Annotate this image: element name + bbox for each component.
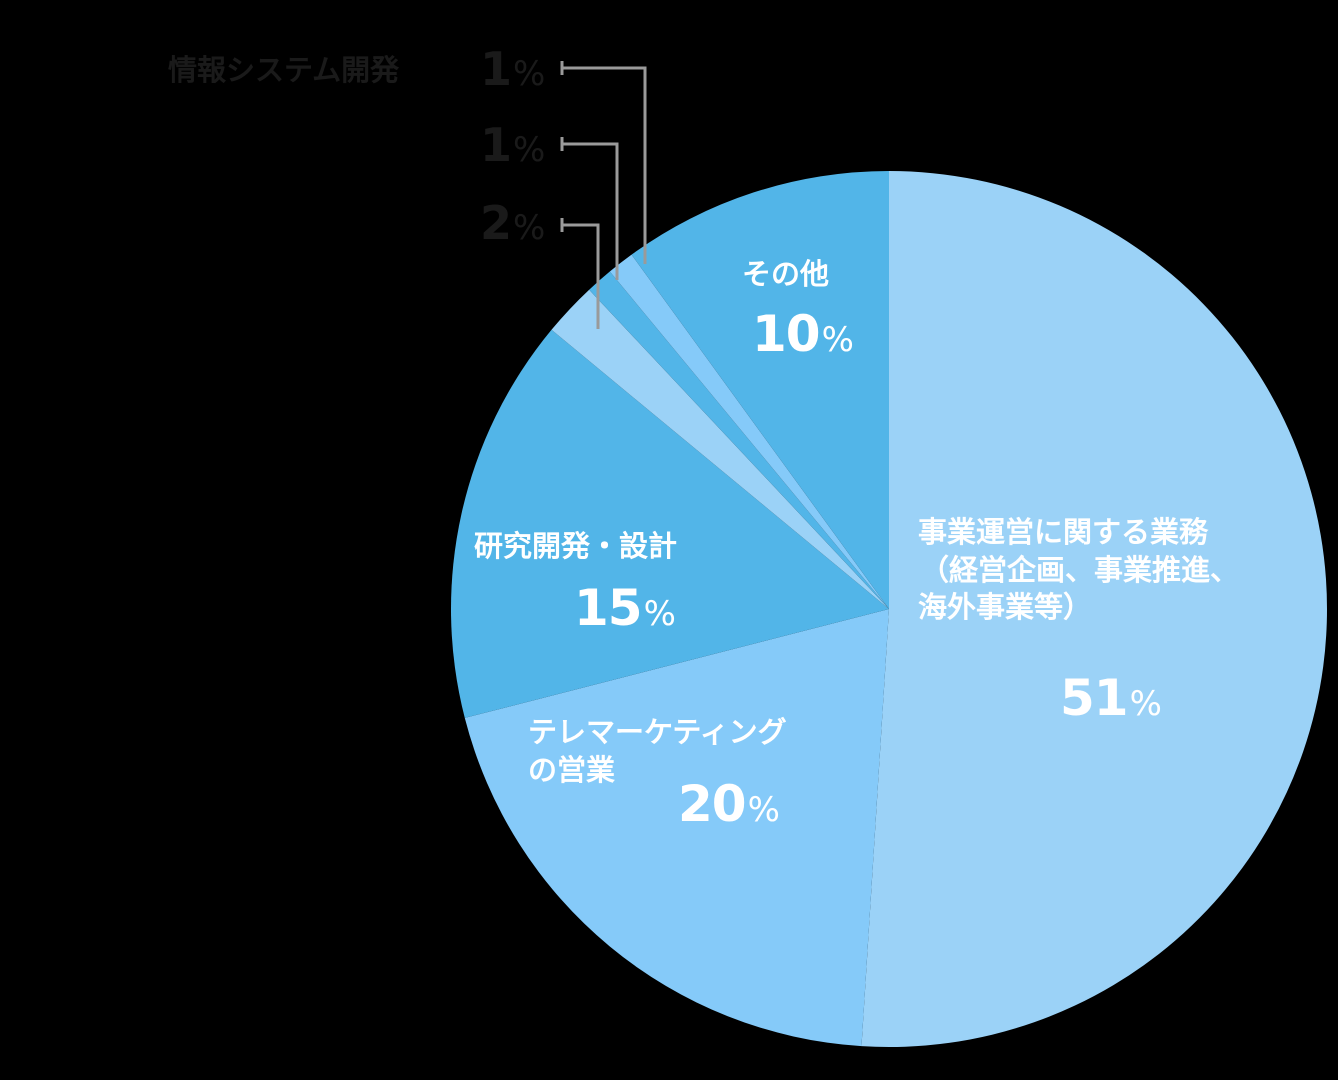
percent-unit: % xyxy=(1129,684,1162,724)
pie-slice-6 xyxy=(631,171,889,609)
pie-slice-2 xyxy=(450,329,889,718)
percent-label-other: 10% xyxy=(752,302,854,367)
pie-slice-4 xyxy=(589,271,889,609)
slice-label-info-systems: 情報システム開発 xyxy=(168,52,399,90)
percent-unit: % xyxy=(513,54,545,94)
category-label: その他 xyxy=(742,257,830,291)
percent-unit: % xyxy=(821,320,854,360)
category-label: テレマーケティング xyxy=(528,715,787,749)
pie-slice-0 xyxy=(861,171,1327,1047)
category-label: 事業運営に関する業務 xyxy=(918,515,1209,549)
category-label: 海外事業等） xyxy=(918,590,1093,625)
percent-value: 2 xyxy=(480,196,512,250)
percent-value: 1 xyxy=(480,42,512,96)
percent-value: 15 xyxy=(574,579,643,637)
pie-slice-1 xyxy=(464,609,889,1047)
leader-line-small-2 xyxy=(562,142,619,280)
slice-label-rnd: 研究開発・設計 xyxy=(474,528,677,566)
percent-label-business: 51% xyxy=(1060,666,1162,731)
category-label: の営業 xyxy=(528,752,616,787)
pie-slice-3 xyxy=(551,289,889,609)
slice-label-telemarketing: テレマーケティング の営業 xyxy=(528,714,787,789)
leader-lines xyxy=(560,61,647,329)
percent-unit: % xyxy=(747,790,780,830)
percent-label-telemarketing: 20% xyxy=(678,772,780,837)
pie-slice-5 xyxy=(609,254,889,609)
category-label: （経営企画、事業推進、 xyxy=(920,552,1240,587)
leader-line-small-3 xyxy=(562,223,600,329)
slice-label-business: 事業運営に関する業務 （経営企画、事業推進、 海外事業等） xyxy=(918,514,1239,627)
percent-unit: % xyxy=(643,594,676,634)
percent-label-small-2: 1% xyxy=(480,116,545,176)
percent-value: 20 xyxy=(678,775,747,833)
percent-label-rnd: 15% xyxy=(574,576,676,641)
category-label: 情報システム開発 xyxy=(168,53,400,87)
pie-slices xyxy=(450,171,1327,1047)
category-label: 研究開発・設計 xyxy=(474,529,678,563)
percent-value: 1 xyxy=(480,118,512,172)
leader-line-small-1 xyxy=(562,66,647,264)
percent-label-small-1: 1% xyxy=(480,40,545,100)
percent-label-small-3: 2% xyxy=(480,194,545,254)
percent-value: 10 xyxy=(752,305,821,363)
slice-label-other: その他 xyxy=(742,256,829,294)
percent-unit: % xyxy=(513,130,545,170)
percent-unit: % xyxy=(513,208,545,248)
percent-value: 51 xyxy=(1060,669,1129,727)
